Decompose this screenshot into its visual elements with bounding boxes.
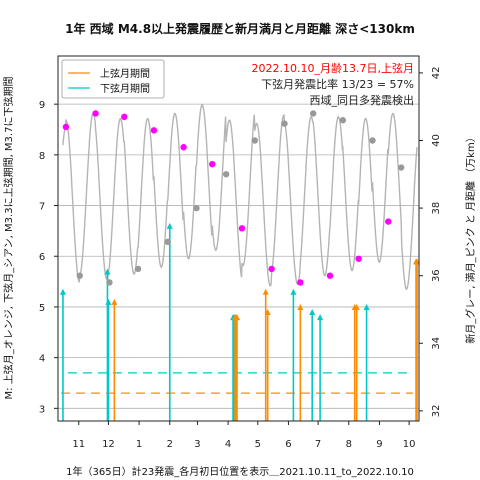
y2-tick-label: 40: [431, 134, 442, 147]
earthquake-marker: [59, 288, 66, 295]
legend-last-quarter-label: 下弦月期間: [100, 82, 150, 95]
full-moon-point: [209, 160, 216, 168]
earthquake-marker: [262, 288, 269, 295]
full-moon-point: [268, 265, 275, 273]
new-moon-point: [106, 279, 113, 286]
new-moon-point: [309, 110, 317, 117]
y2-tick-label: 36: [431, 269, 442, 282]
earthquake-marker: [264, 309, 271, 316]
y-axis-right-ticks: 32 34 36 38 40 42: [419, 67, 442, 417]
new-moon-point: [339, 117, 347, 124]
x-tick-label: 2: [167, 439, 173, 450]
y-tick-label: 8: [39, 151, 45, 162]
full-moon-point: [355, 255, 362, 262]
full-moon-point: [326, 272, 334, 279]
plot-frame: [57, 55, 420, 422]
earthquake-marker: [111, 298, 118, 305]
x-tick-label: 8: [346, 439, 352, 450]
earthquake-marker: [166, 222, 173, 229]
new-moon-point: [397, 164, 405, 171]
x-tick-label: 5: [255, 439, 261, 450]
full-moon-point: [150, 127, 158, 134]
new-moon-point: [193, 204, 200, 212]
new-moon-point: [134, 265, 142, 273]
x-tick-label: 3: [194, 439, 200, 450]
earthquake-marker: [309, 309, 316, 316]
x-tick-label: 11: [72, 439, 85, 450]
moon-distance-line: [62, 104, 418, 291]
y2-tick-label: 34: [431, 337, 442, 350]
x-axis-ticks: 11 12 1 2 3 4 5 6 7 8 9 10: [72, 421, 415, 450]
x-tick-label: 9: [376, 439, 382, 450]
y-tick-label: 4: [39, 354, 45, 365]
earthquake-marker: [234, 314, 241, 321]
new-moon-point: [369, 137, 376, 144]
y-tick-label: 5: [39, 303, 45, 314]
new-moon-point: [222, 171, 230, 178]
moon-markers: [62, 110, 405, 286]
x-tick-label: 12: [102, 439, 115, 450]
x-tick-label: 10: [403, 439, 416, 450]
x-axis-label: 1年（365日）計23発震_各月初日位置を表示＿2021.10.11_to_20…: [66, 465, 414, 478]
x-tick-label: 7: [315, 439, 321, 450]
earthquake-marker: [105, 298, 112, 305]
y2-tick-label: 38: [431, 202, 442, 215]
annotation-cluster: 西域_同日多発震検出: [310, 93, 415, 107]
earthquake-stems: [59, 222, 421, 421]
earthquake-marker: [297, 303, 304, 310]
full-moon-point: [238, 225, 246, 232]
earthquake-marker: [353, 303, 360, 310]
new-moon-point: [76, 272, 83, 279]
x-tick-label: 1: [136, 439, 142, 450]
full-moon-point: [121, 113, 128, 121]
full-moon-point: [297, 279, 304, 286]
y-axis-right-label: 新月_グレー, 満月_ピンク と 月距離 （万km）: [464, 132, 477, 343]
y2-tick-label: 32: [431, 404, 442, 417]
earthquake-marker: [104, 268, 111, 275]
legend-first-quarter-label: 上弦月期間: [100, 67, 150, 80]
legend: 上弦月期間 下弦月期間: [61, 59, 165, 99]
grid: [58, 103, 419, 409]
full-moon-point: [62, 123, 70, 131]
moon-distance-curve: [62, 104, 418, 291]
earthquake-marker: [290, 288, 297, 295]
y-tick-label: 6: [39, 252, 45, 263]
y-axis-left-ticks: 3 4 5 6 7 8 9: [39, 100, 58, 415]
new-moon-point: [251, 137, 259, 144]
chart-title: 1年 西域 M4.8以上発震履歴と新月満月と月距離 深さ<130km: [65, 21, 415, 36]
y2-tick-label: 42: [431, 67, 442, 80]
new-moon-point: [281, 120, 288, 127]
y-axis-left-label: M: 上弦月_オレンジ, 下弦月_シアン, M3.3に上弦期間, M3.7に下弦…: [2, 77, 15, 400]
annotation-date: 2022.10.10_月齢13.7日,上弦月: [252, 61, 414, 75]
y-tick-label: 9: [39, 100, 45, 111]
x-tick-label: 6: [285, 439, 291, 450]
x-tick-label: 4: [225, 439, 231, 450]
earthquake-marker: [363, 303, 370, 310]
annotation-ratio: 下弦月発震比率 13/23 = 57%: [261, 77, 414, 91]
full-moon-point: [385, 218, 392, 225]
y-tick-label: 7: [39, 202, 45, 213]
y-tick-label: 3: [39, 404, 45, 415]
new-moon-point: [164, 238, 171, 246]
earthquake-marker: [317, 314, 324, 321]
full-moon-point: [180, 144, 187, 151]
full-moon-point: [92, 110, 99, 117]
